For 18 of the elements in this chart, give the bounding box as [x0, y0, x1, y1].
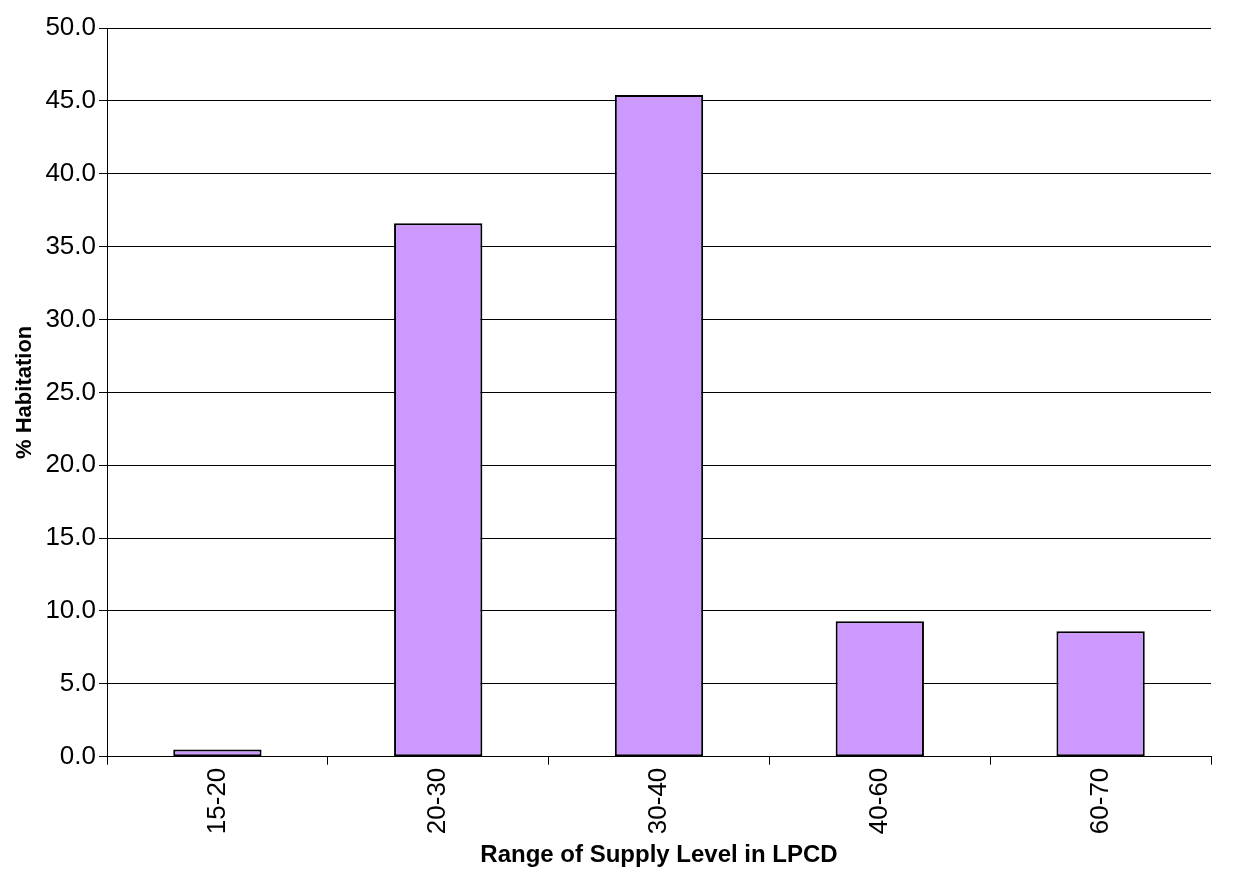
y-tick-label: 5.0 — [59, 667, 96, 697]
y-tick-label: 25.0 — [45, 375, 96, 406]
y-tick-label: 10.0 — [45, 594, 96, 625]
y-tick-label: 20.0 — [45, 448, 96, 479]
y-tick-label: 0.0 — [59, 739, 96, 770]
y-tick-label: 15.0 — [45, 521, 96, 552]
y-tick-label: 40.0 — [45, 156, 96, 187]
y-tick-label: 50.0 — [45, 11, 96, 42]
x-tick-label: 30-40 — [642, 767, 673, 835]
x-tick-label: 40-60 — [862, 767, 893, 835]
x-tick-label: 60-70 — [1083, 767, 1114, 835]
x-tick-label: 15-20 — [200, 767, 231, 835]
y-tick-label: 35.0 — [45, 229, 96, 260]
x-axis-title: Range of Supply Level in LPCD — [480, 840, 838, 868]
y-tick-label: 30.0 — [45, 302, 96, 333]
y-tick-label: 45.0 — [45, 84, 96, 115]
y-axis-title: % Habitation — [11, 325, 37, 459]
x-tick-label: 20-30 — [421, 767, 452, 835]
